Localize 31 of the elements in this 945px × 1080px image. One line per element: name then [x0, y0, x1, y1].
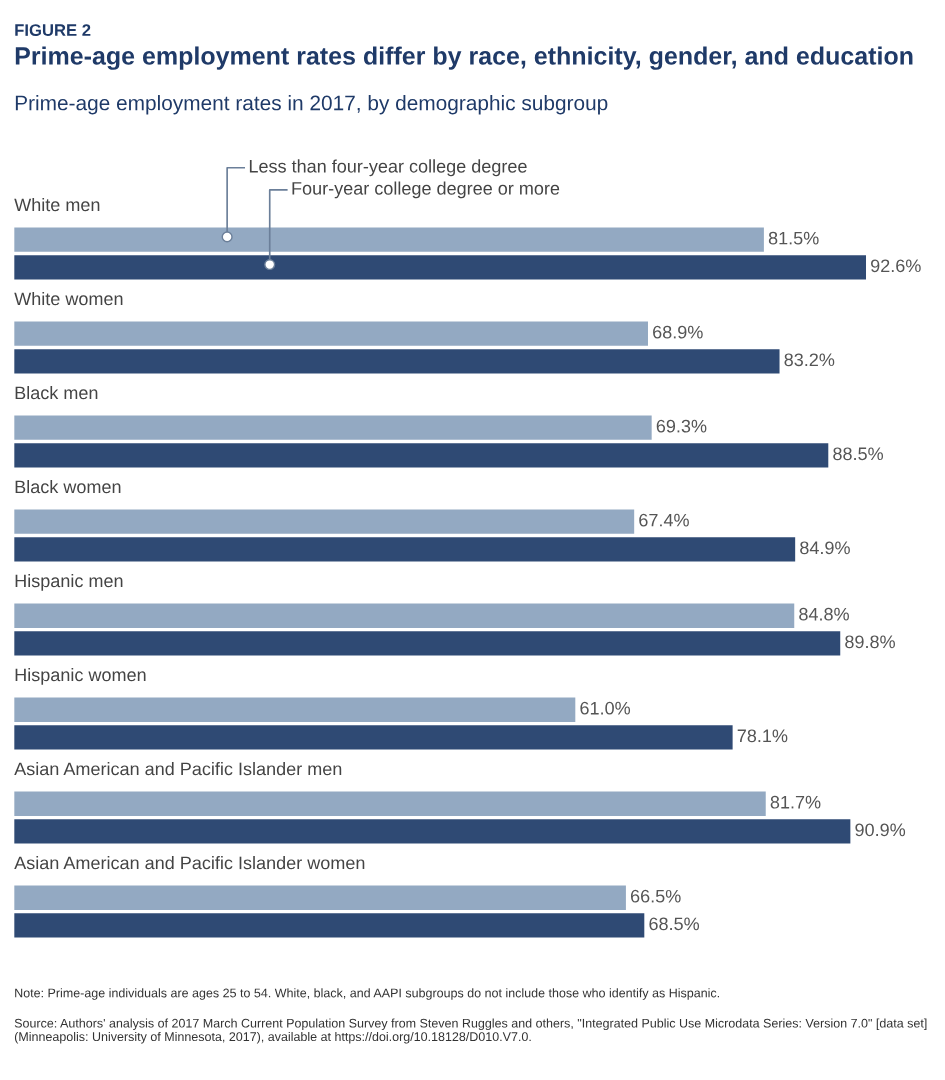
data-label: 84.9% — [800, 541, 850, 555]
chart-title: Prime-age employment rates differ by race, ethnicity, gender, and education — [15, 46, 913, 70]
y-tick-label: Asian American and Pacific Islander men — [14, 762, 342, 776]
text: Less than four-year college degree — [249, 159, 527, 177]
chart-subtitle: Prime-age employment rates in 2017, by demographic subgroup — [15, 95, 608, 115]
data-label: 67.4% — [639, 513, 689, 527]
y-tick-label: Black men — [15, 385, 98, 400]
y-tick-label: Hispanic women — [15, 668, 146, 685]
y-tick-label: Hispanic men — [15, 574, 123, 591]
text: Four-year college degree or more — [292, 181, 560, 199]
data-label: 68.5% — [649, 917, 700, 931]
data-label: 90.9% — [855, 823, 906, 837]
data-label: 81.7% — [770, 795, 821, 809]
text: Note: Prime-age individuals are ages 25 to 54. White, black, and AAPI subgroups do not include those who identify as Hispanic. — [15, 988, 719, 1000]
data-label: 83.2% — [784, 353, 835, 367]
data-label: 81.5% — [768, 231, 819, 245]
source-note: Source: Authors' analysis of 2017 March Current Population Survey from Steven Ruggles and others, "Integrated Public Use Microdata Series: Version 7.0" [data set] (Minneapolis: University of Minnesota, 2017), available at https://doi.org/10.18128/D010.V7.0. — [14, 1018, 927, 1044]
data-label: 88.5% — [833, 447, 884, 461]
y-tick-label: White men — [14, 197, 100, 212]
data-label: 89.8% — [845, 635, 895, 649]
data-label: 66.5% — [630, 889, 681, 903]
y-tick-label: White women — [14, 291, 123, 306]
data-label: 84.8% — [799, 607, 849, 621]
data-label: 68.9% — [653, 325, 703, 339]
caption: FIGURE 2 — [15, 24, 91, 36]
y-tick-label: Black women — [15, 479, 121, 494]
data-label: 61.0% — [580, 701, 631, 715]
data-label: 92.6% — [871, 259, 921, 273]
data-label: 69.3% — [656, 419, 707, 433]
data-label: 78.1% — [737, 729, 788, 743]
y-tick-label: Asian American and Pacific Islander women — [14, 856, 365, 870]
